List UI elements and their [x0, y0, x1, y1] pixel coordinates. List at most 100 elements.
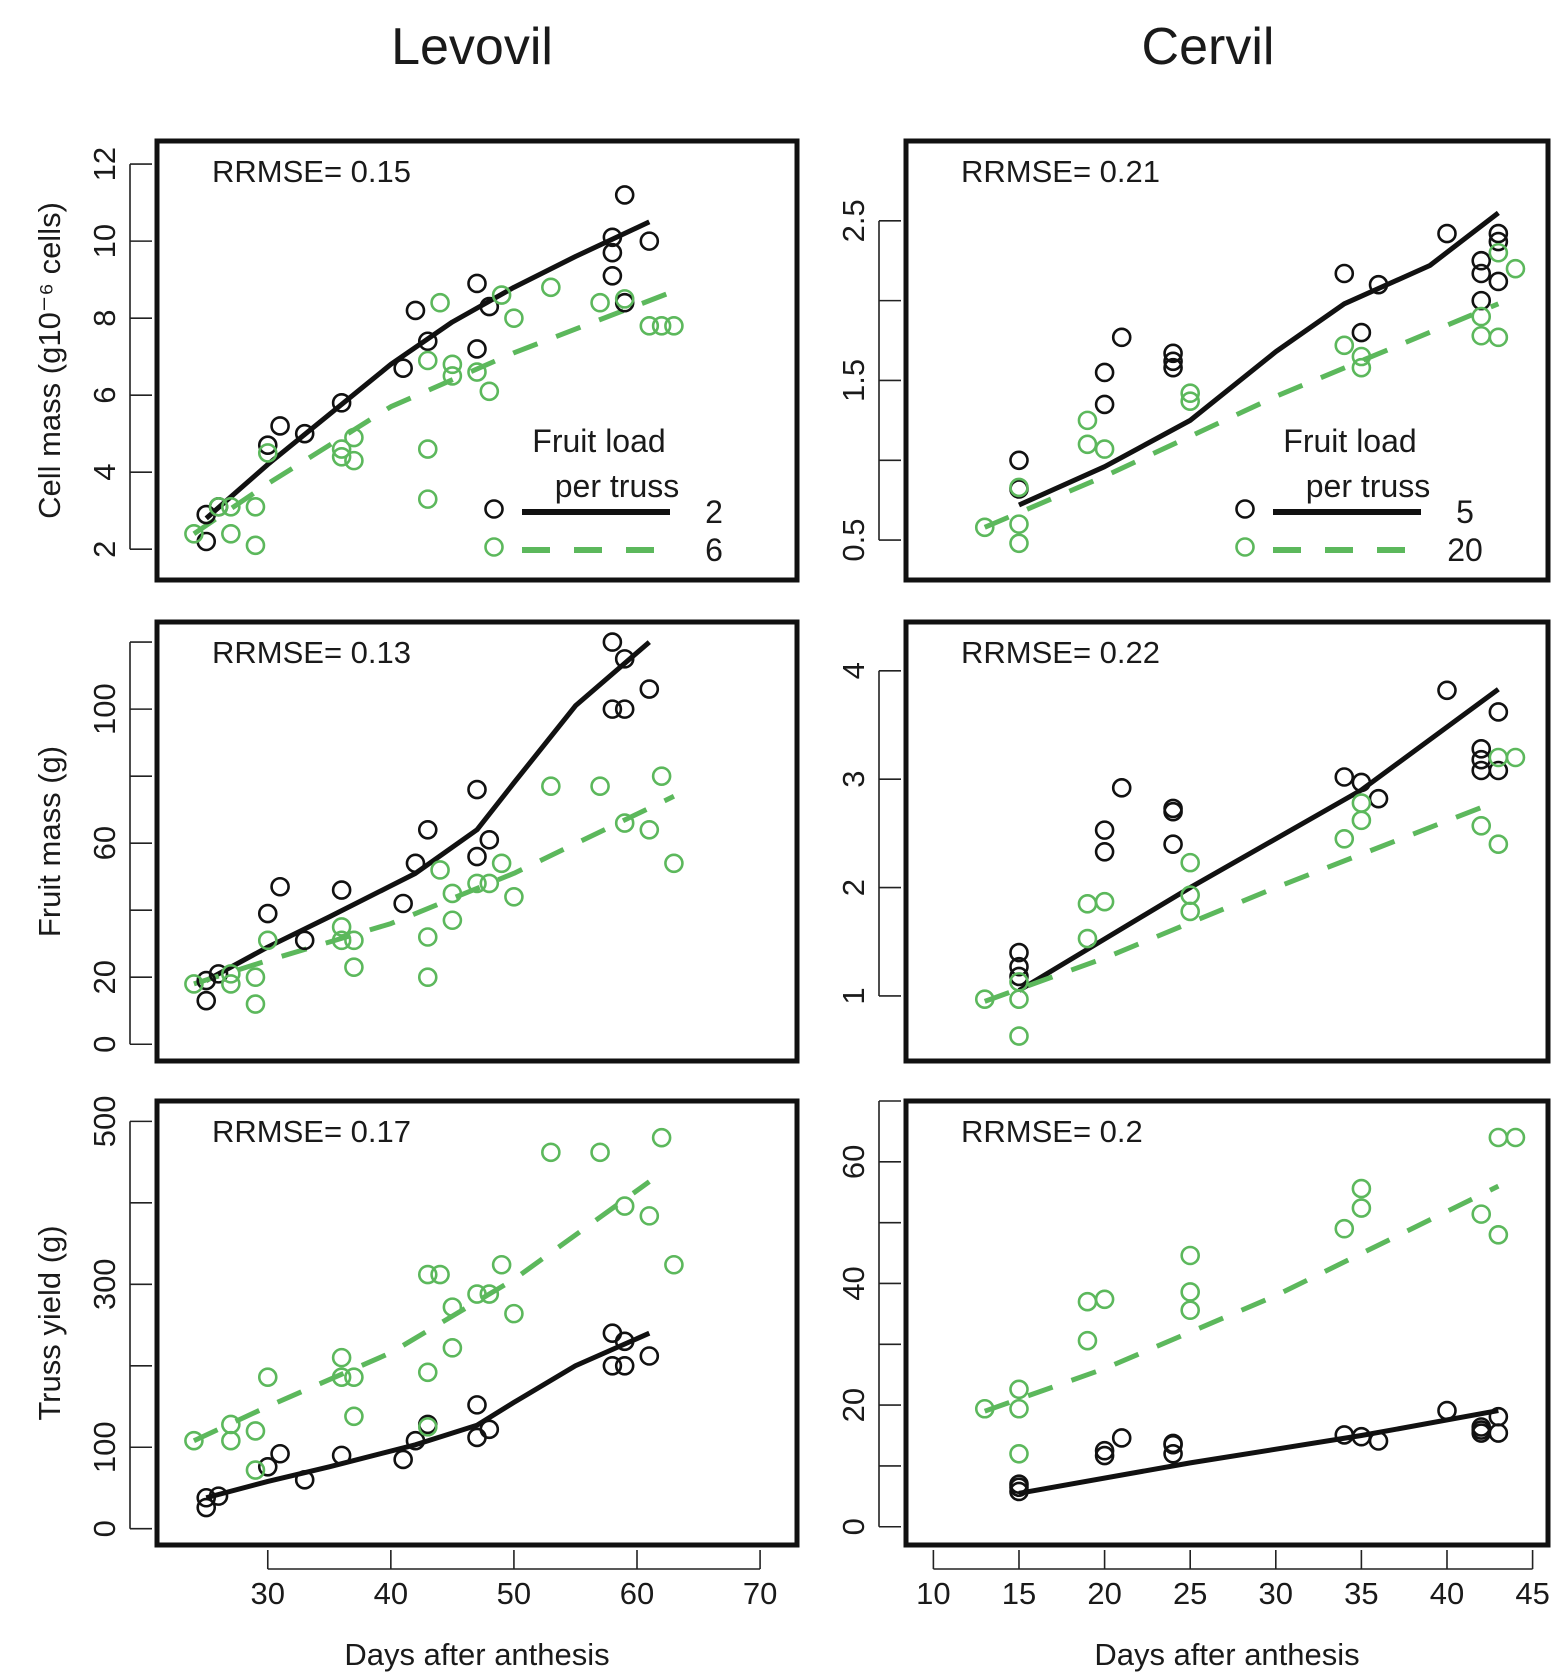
- data-point-6: [245, 497, 266, 517]
- fit-line-20: [983, 301, 1500, 530]
- data-point-20: [1077, 1330, 1098, 1351]
- y-tick-label: 40: [836, 1266, 871, 1300]
- data-point-5: [1094, 841, 1115, 862]
- legend-entry-6: 6: [705, 532, 723, 568]
- data-point-20: [1351, 346, 1372, 367]
- data-point-6: [184, 523, 204, 544]
- data-point-6: [442, 910, 463, 931]
- data-point-20: [1009, 514, 1029, 534]
- data-point-2: [479, 1419, 500, 1440]
- data-point-5: [1471, 739, 1492, 759]
- fit-line-2: [205, 1330, 651, 1501]
- data-point-5: [1094, 820, 1115, 840]
- data-point-20: [1334, 335, 1355, 356]
- fit-line-5: [1017, 687, 1500, 993]
- data-point-6: [664, 1254, 684, 1275]
- y-tick-label: 20: [87, 960, 122, 994]
- data-point-20: [1351, 1198, 1372, 1218]
- data-point-2: [294, 423, 315, 444]
- data-point-6: [664, 853, 684, 874]
- x-tick-label: 60: [620, 1576, 654, 1611]
- fit-line-20: [983, 798, 1500, 1004]
- data-point-20: [1009, 1443, 1029, 1464]
- data-point-6: [541, 1142, 561, 1163]
- fit-line-6: [192, 1179, 651, 1443]
- data-point-20: [1009, 1026, 1029, 1046]
- legend-entry-5: 5: [1456, 494, 1474, 530]
- data-point-5: [1334, 263, 1355, 284]
- fit-line-5: [1018, 1408, 1499, 1496]
- legend-title-line1: Fruit load: [532, 423, 665, 459]
- y-axis-title: Cell mass (g10⁻⁶ cells): [32, 202, 67, 519]
- data-point-6: [442, 366, 463, 386]
- data-point-5: [1368, 1431, 1389, 1451]
- data-point-2: [602, 632, 623, 652]
- data-point-6: [639, 819, 660, 840]
- y-tick-label: 60: [87, 826, 122, 860]
- data-point-5: [1368, 274, 1389, 295]
- data-point-5: [1351, 322, 1372, 343]
- fit-line-5: [1017, 210, 1500, 508]
- column-title-levovil: Levovil: [391, 18, 553, 76]
- data-point-5: [1111, 327, 1132, 348]
- legend-entry-2: 2: [705, 494, 723, 530]
- x-tick-label: 50: [497, 1576, 531, 1611]
- data-point-6: [184, 1430, 204, 1451]
- y-tick-label: 8: [87, 310, 122, 327]
- data-point-6: [257, 1367, 278, 1387]
- data-point-5: [1094, 394, 1115, 415]
- data-point-20: [1351, 1178, 1372, 1199]
- x-axis-title: Days after anthesis: [1094, 1637, 1359, 1672]
- data-point-6: [614, 289, 635, 309]
- data-point-20: [1488, 1127, 1509, 1148]
- data-point-20: [1351, 793, 1372, 813]
- data-point-5: [1163, 801, 1183, 822]
- data-point-5: [1488, 760, 1509, 781]
- legend-marker-5: [1235, 499, 1255, 519]
- x-tick-label: 45: [1515, 1576, 1549, 1611]
- data-point-6: [417, 439, 438, 459]
- data-point-6: [331, 1347, 352, 1368]
- data-point-2: [405, 1430, 426, 1451]
- data-point-6: [417, 1362, 438, 1383]
- data-point-2: [196, 1497, 217, 1518]
- legend-entry-20: 20: [1447, 532, 1483, 568]
- data-point-5: [1163, 343, 1183, 364]
- data-point-20: [1505, 747, 1526, 768]
- data-point-6: [344, 450, 364, 471]
- plot-frame: [903, 1098, 1551, 1548]
- data-point-6: [344, 427, 364, 448]
- data-point-20: [1077, 894, 1098, 914]
- data-point-6: [245, 994, 266, 1014]
- data-point-6: [590, 1142, 610, 1163]
- x-axis-title: Days after anthesis: [344, 1637, 609, 1672]
- data-point-2: [196, 1487, 217, 1508]
- data-point-6: [344, 1406, 364, 1427]
- rrmse-annotation: RRMSE= 0.15: [212, 154, 411, 189]
- data-point-6: [221, 497, 241, 517]
- y-tick-label: 0: [836, 1518, 871, 1535]
- data-point-6: [590, 292, 610, 313]
- data-point-2: [467, 273, 487, 294]
- data-point-2: [405, 300, 426, 321]
- data-point-2: [614, 292, 635, 313]
- data-point-20: [1009, 1379, 1029, 1400]
- data-point-5: [1488, 231, 1509, 252]
- x-tick-label: 15: [1002, 1576, 1036, 1611]
- data-point-6: [664, 316, 684, 336]
- data-point-6: [430, 860, 450, 880]
- data-point-2: [257, 903, 278, 924]
- data-point-2: [294, 930, 315, 951]
- data-point-20: [1180, 1282, 1200, 1302]
- data-point-6: [639, 1206, 660, 1226]
- data-point-2: [270, 876, 290, 897]
- data-point-6: [417, 489, 438, 509]
- y-axis-title: Truss yield (g): [32, 1225, 67, 1420]
- data-point-5: [1471, 760, 1492, 781]
- data-point-20: [1505, 258, 1526, 279]
- y-tick-label: 20: [836, 1388, 871, 1422]
- data-point-6: [331, 930, 352, 951]
- data-point-6: [651, 316, 672, 336]
- data-point-5: [1437, 223, 1457, 244]
- panel-levovil-row1: 0 20 60 100 Fruit mass (g) RRMSE= 0.13: [32, 619, 800, 1064]
